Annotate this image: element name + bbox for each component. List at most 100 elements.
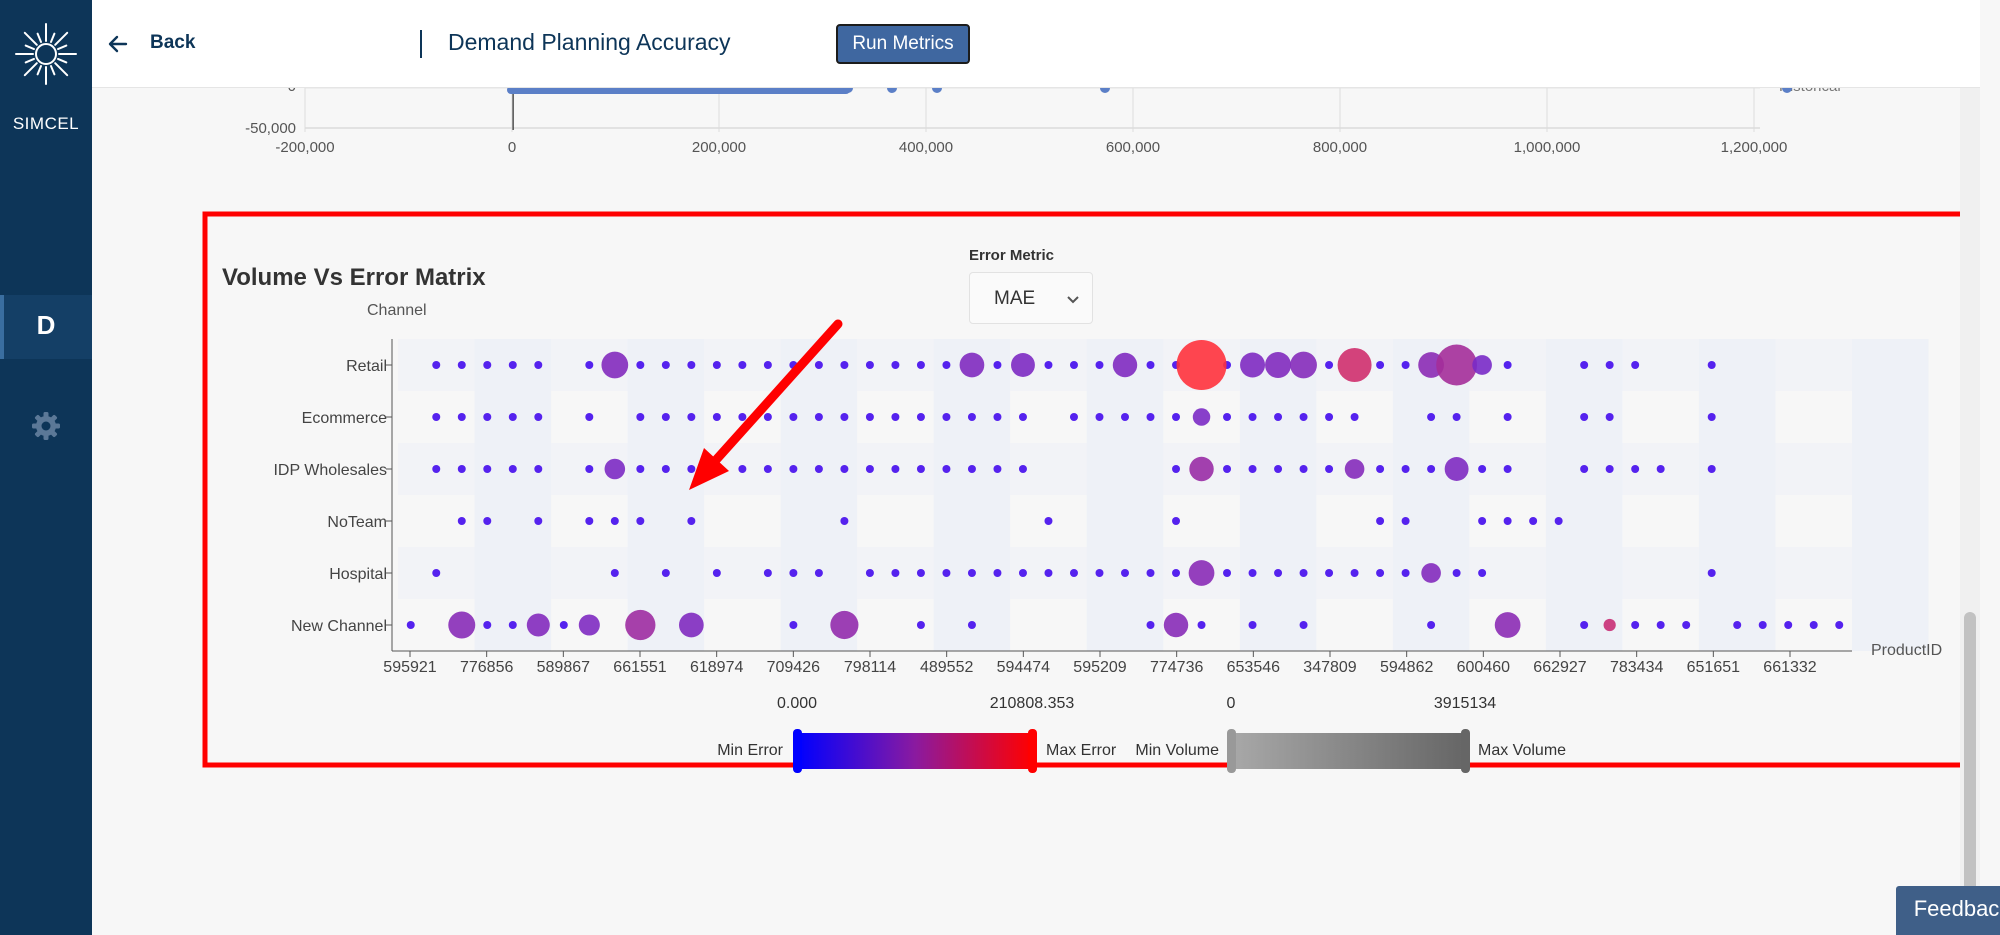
matrix-data-point <box>1758 621 1767 629</box>
matrix-data-point <box>916 361 925 369</box>
matrix-data-point <box>483 361 492 369</box>
matrix-data-point <box>1809 621 1818 629</box>
back-button[interactable]: Back <box>150 32 196 53</box>
error-metric-select[interactable]: MAE <box>969 272 1093 324</box>
matrix-data-point <box>840 361 849 369</box>
matrix-data-point <box>1682 621 1691 629</box>
matrix-data-point <box>1248 569 1257 577</box>
top-chart-x-tick: 400,000 <box>899 139 953 156</box>
matrix-data-point <box>840 517 849 525</box>
feedback-button[interactable]: Feedback <box>1896 886 2000 935</box>
error-scale-min-label: Min Error <box>717 742 783 759</box>
matrix-data-point <box>610 569 619 577</box>
matrix-data-point <box>789 621 798 629</box>
matrix-data-point <box>1350 413 1359 421</box>
matrix-data-point <box>916 465 925 473</box>
matrix-data-point <box>661 465 670 473</box>
logo-ray <box>36 65 43 76</box>
matrix-data-point <box>448 611 476 639</box>
volume-scale-min-value: 0 <box>1227 695 1236 712</box>
matrix-row-label: IDP Wholesales <box>273 462 387 479</box>
matrix-data-point <box>712 413 721 421</box>
matrix-data-point <box>1172 465 1181 473</box>
matrix-data-point <box>1603 618 1616 632</box>
matrix-data-point <box>1707 413 1716 421</box>
matrix-data-point <box>1605 413 1614 421</box>
matrix-data-point <box>814 569 823 577</box>
matrix-data-point <box>1376 569 1385 577</box>
matrix-data-point <box>457 465 466 473</box>
matrix-data-point <box>763 413 772 421</box>
top-chart-x-tick: 600,000 <box>1106 139 1160 156</box>
matrix-data-point <box>967 465 976 473</box>
matrix-x-tick-label: 595209 <box>1073 659 1126 676</box>
matrix-data-point <box>1018 569 1027 577</box>
matrix-data-point <box>1274 569 1283 577</box>
matrix-data-point <box>1554 517 1563 525</box>
matrix-data-point <box>1172 569 1181 577</box>
matrix-data-point <box>738 413 747 421</box>
matrix-data-point <box>1011 353 1035 377</box>
matrix-data-point <box>1707 361 1716 369</box>
back-arrow-icon[interactable] <box>106 32 130 56</box>
matrix-data-point <box>763 569 772 577</box>
matrix-data-point <box>483 413 492 421</box>
logo-ray <box>24 57 35 64</box>
run-metrics-button[interactable]: Run Metrics <box>836 24 970 64</box>
matrix-data-point <box>1044 361 1053 369</box>
matrix-data-point <box>1605 361 1614 369</box>
header-bar: Back Demand Planning Accuracy Run Metric… <box>92 0 1980 88</box>
main-content: -200,000 0 200,000 400,000 600,000 800,000 1,0… <box>92 0 2000 935</box>
volume-scale-min-label: Min Volume <box>1135 742 1219 759</box>
scrollbar-thumb[interactable] <box>1964 612 1976 924</box>
logo-ray <box>54 31 69 46</box>
matrix-data-point <box>661 569 670 577</box>
matrix-data-point <box>636 413 645 421</box>
matrix-data-point <box>1069 361 1078 369</box>
top-chart-x-tick: 0 <box>508 139 516 156</box>
matrix-data-point <box>432 361 441 369</box>
simcel-logo[interactable] <box>0 18 92 113</box>
matrix-data-point <box>942 361 951 369</box>
matrix-x-tick-label: 774736 <box>1150 659 1203 676</box>
matrix-data-point <box>1240 352 1266 378</box>
matrix-data-point <box>534 517 543 525</box>
matrix-data-point <box>604 458 626 480</box>
matrix-data-point <box>1401 569 1410 577</box>
matrix-data-point <box>712 465 721 473</box>
matrix-data-point <box>1427 621 1436 629</box>
matrix-data-point <box>942 465 951 473</box>
nav-item-dashboard[interactable]: D <box>36 310 56 340</box>
matrix-data-point <box>1452 569 1461 577</box>
error-scale-max-label: Max Error <box>1046 742 1117 759</box>
matrix-data-point <box>1248 413 1257 421</box>
matrix-x-tick-label: 589867 <box>537 659 590 676</box>
scrollbar[interactable] <box>1960 0 1980 935</box>
matrix-data-point <box>1163 612 1189 638</box>
top-chart-x-tick: 1,200,000 <box>1721 139 1788 156</box>
matrix-row-label: Ecommerce <box>302 410 387 427</box>
matrix-data-point <box>1427 465 1436 473</box>
error-scale-min-value: 0.000 <box>777 695 817 712</box>
matrix-data-point <box>1223 569 1232 577</box>
matrix-data-point <box>1146 413 1155 421</box>
matrix-data-point <box>432 413 441 421</box>
matrix-data-point <box>891 413 900 421</box>
matrix-column-band <box>1698 339 1776 651</box>
matrix-column-band <box>1239 339 1317 651</box>
volume-scale-max-handle <box>1461 729 1470 773</box>
matrix-data-point <box>1452 413 1461 421</box>
top-chart-y-tick: -50,000 <box>245 120 296 137</box>
logo-ray <box>49 32 56 43</box>
logo-ray <box>36 32 43 43</box>
matrix-data-point <box>483 621 492 629</box>
matrix-x-tick-label: 798114 <box>844 659 896 676</box>
matrix-data-point <box>1192 408 1211 426</box>
chevron-down-icon <box>1067 296 1079 304</box>
gear-icon[interactable] <box>30 410 62 442</box>
matrix-data-point <box>1189 456 1214 482</box>
logo-ray <box>23 31 38 46</box>
matrix-data-point <box>1605 465 1614 473</box>
logo-ray <box>23 62 38 77</box>
matrix-data-point <box>678 612 704 638</box>
